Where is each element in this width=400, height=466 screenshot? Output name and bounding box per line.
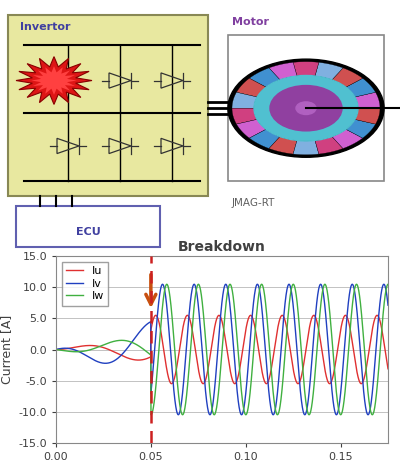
Polygon shape bbox=[315, 62, 343, 80]
Polygon shape bbox=[269, 137, 297, 154]
Polygon shape bbox=[315, 137, 343, 154]
Circle shape bbox=[254, 75, 358, 141]
Iv bbox=[111, 358, 116, 364]
Iw bbox=[228, 281, 232, 287]
Iw bbox=[111, 339, 116, 344]
Iu bbox=[92, 343, 96, 349]
Iw bbox=[386, 281, 390, 287]
Polygon shape bbox=[293, 62, 319, 76]
Iu bbox=[153, 313, 158, 318]
Iw bbox=[379, 328, 384, 334]
Polygon shape bbox=[346, 78, 376, 97]
Iu bbox=[111, 349, 116, 355]
Title: Breakdown: Breakdown bbox=[178, 240, 266, 254]
Iv bbox=[176, 412, 181, 418]
Text: ECU: ECU bbox=[76, 226, 100, 237]
Polygon shape bbox=[232, 108, 257, 124]
Iu bbox=[181, 322, 186, 328]
Polygon shape bbox=[332, 129, 363, 149]
Polygon shape bbox=[236, 119, 266, 138]
Iu bbox=[54, 347, 58, 352]
Polygon shape bbox=[31, 66, 77, 95]
Iv bbox=[196, 298, 200, 304]
Polygon shape bbox=[269, 62, 297, 80]
Text: JMAG-RT: JMAG-RT bbox=[232, 199, 275, 208]
Polygon shape bbox=[293, 140, 319, 155]
Line: Iw: Iw bbox=[56, 284, 388, 415]
Polygon shape bbox=[355, 108, 380, 124]
Polygon shape bbox=[332, 68, 363, 87]
Iw bbox=[181, 411, 186, 417]
Polygon shape bbox=[16, 57, 92, 104]
Polygon shape bbox=[355, 92, 380, 108]
Iv bbox=[344, 328, 348, 333]
Circle shape bbox=[296, 102, 316, 115]
Polygon shape bbox=[232, 92, 257, 108]
Iw bbox=[344, 380, 348, 385]
Legend: Iu, Iv, Iw: Iu, Iv, Iw bbox=[62, 262, 108, 306]
Y-axis label: Current [A]: Current [A] bbox=[0, 315, 13, 384]
Iu bbox=[379, 326, 384, 331]
Iv bbox=[54, 347, 58, 352]
Polygon shape bbox=[236, 78, 266, 97]
Iw bbox=[92, 346, 96, 351]
Line: Iv: Iv bbox=[56, 284, 388, 415]
Iu bbox=[344, 313, 348, 318]
Iu bbox=[232, 381, 237, 386]
Iv bbox=[181, 381, 186, 387]
Bar bbox=[16, 206, 160, 247]
Polygon shape bbox=[249, 129, 280, 149]
Iv bbox=[92, 357, 96, 363]
Circle shape bbox=[228, 59, 384, 157]
Polygon shape bbox=[249, 68, 280, 87]
Iw bbox=[195, 282, 200, 288]
Iv bbox=[350, 281, 355, 287]
Iw bbox=[307, 412, 312, 418]
Iw bbox=[54, 347, 58, 352]
Iv bbox=[386, 302, 390, 308]
Text: Motor: Motor bbox=[232, 17, 269, 27]
Iu bbox=[386, 366, 390, 371]
Bar bbox=[8, 15, 208, 196]
Text: Invertor: Invertor bbox=[20, 22, 70, 32]
Circle shape bbox=[270, 86, 342, 131]
Polygon shape bbox=[346, 119, 376, 138]
Iv bbox=[379, 288, 384, 293]
Iu bbox=[196, 363, 200, 369]
Line: Iu: Iu bbox=[56, 315, 388, 384]
Bar bbox=[228, 35, 384, 181]
